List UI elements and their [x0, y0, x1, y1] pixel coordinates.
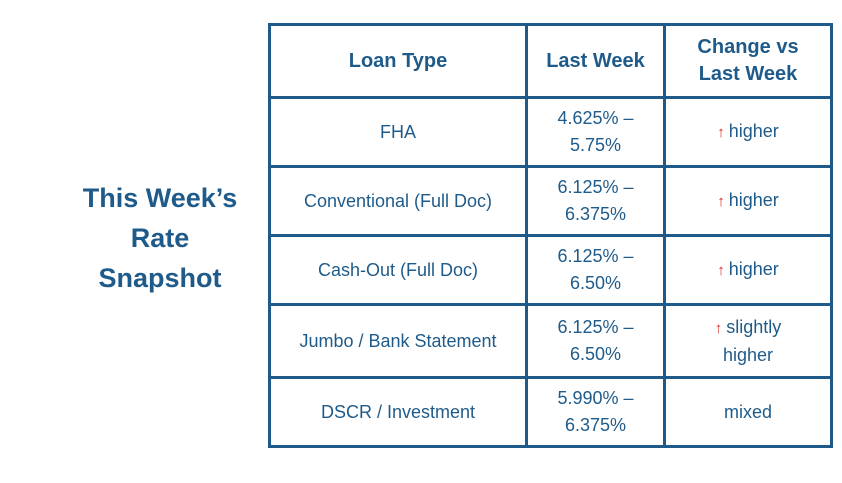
- cell-rate: 5.990% –6.375%: [525, 376, 666, 448]
- arrow-up-icon: ↑: [717, 124, 725, 141]
- cell-loan-type: FHA: [268, 96, 528, 168]
- header-last-week: Last Week: [525, 23, 666, 99]
- cell-loan-type: Jumbo / Bank Statement: [268, 303, 528, 379]
- table-row: Jumbo / Bank Statement 6.125% –6.50% ↑ sl…: [268, 303, 833, 379]
- title-line-1: This Week’s: [82, 183, 238, 213]
- cell-rate: 6.125% –6.50%: [525, 234, 666, 306]
- rate-table: Loan Type Last Week Change vs Last Week …: [268, 23, 833, 448]
- cell-change: ↑ slightly higher: [663, 303, 833, 379]
- table-row: Conventional (Full Doc) 6.125% –6.375% ↑…: [268, 165, 833, 237]
- cell-loan-type: DSCR / Investment: [268, 376, 528, 448]
- cell-loan-type: Conventional (Full Doc): [268, 165, 528, 237]
- table-row: DSCR / Investment 5.990% –6.375% mixed: [268, 376, 833, 448]
- cell-change: ↑ higher: [663, 96, 833, 168]
- cell-rate: 4.625% –5.75%: [525, 96, 666, 168]
- header-change-line-2: Last Week: [698, 63, 798, 85]
- arrow-up-icon: ↑: [717, 262, 725, 279]
- arrow-up-icon: ↑: [714, 319, 723, 337]
- title-line-3: Snapshot: [98, 263, 222, 293]
- table-row: Cash-Out (Full Doc) 6.125% –6.50% ↑ highe…: [268, 234, 833, 306]
- cell-rate: 6.125% –6.50%: [525, 303, 666, 379]
- page-title: This Week’s Rate Snapshot: [60, 178, 260, 298]
- header-change: Change vs Last Week: [663, 23, 833, 99]
- header-loan-type: Loan Type: [268, 23, 528, 99]
- table-row: FHA 4.625% –5.75% ↑ higher: [268, 96, 833, 168]
- title-line-2: Rate: [130, 223, 190, 253]
- cell-rate: 6.125% –6.375%: [525, 165, 666, 237]
- cell-change: mixed: [663, 376, 833, 448]
- cell-change: ↑ higher: [663, 165, 833, 237]
- header-change-line-1: Change vs: [697, 36, 799, 58]
- arrow-up-icon: ↑: [717, 193, 725, 210]
- cell-change: ↑ higher: [663, 234, 833, 306]
- cell-loan-type: Cash-Out (Full Doc): [268, 234, 528, 306]
- table-header-row: Loan Type Last Week Change vs Last Week: [268, 23, 833, 99]
